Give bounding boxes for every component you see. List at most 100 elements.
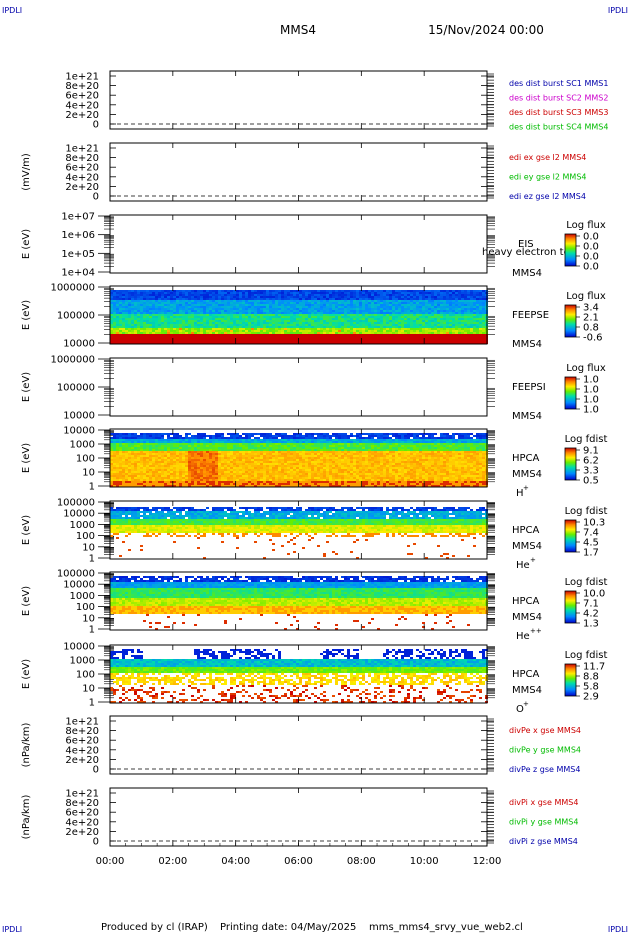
panel-frame bbox=[109, 715, 488, 775]
y-tick-label: 100 bbox=[76, 602, 95, 613]
y-tick-label: 10 bbox=[82, 613, 95, 624]
time-axis: 00:00 02:00 04:00 06:00 08:00 10:00 12:00 bbox=[96, 71, 501, 867]
instrument-label: EIS bbox=[518, 239, 534, 250]
panel-9: E (eV) 10000 1000 100 10 1 HPCA MMS4 O + Log fdist… bbox=[21, 642, 607, 716]
legend-entry: des dist burst SC2 MMS2 bbox=[509, 94, 608, 103]
y-tick-label: 10 bbox=[82, 684, 95, 695]
instrument-label: HPCA bbox=[512, 669, 540, 680]
spectrogram-hpca bbox=[110, 649, 488, 703]
legend-entry: divPe y gse MMS4 bbox=[509, 746, 581, 755]
y-tick-label: 100 bbox=[76, 670, 95, 681]
y-tick-label: 10000 bbox=[63, 426, 95, 437]
corner-label-top-left: IPDLI bbox=[2, 6, 22, 15]
colorbar-tick-label: 1.3 bbox=[583, 619, 599, 630]
y-tick-label: 0 bbox=[93, 837, 99, 848]
colorbar-tick-label: 5.8 bbox=[583, 682, 599, 693]
legend-entry: divPi y gse MMS4 bbox=[509, 818, 578, 827]
y-tick-label: 1e+07 bbox=[61, 212, 95, 223]
x-tick-label: 06:00 bbox=[284, 856, 313, 867]
y-tick-label: 1e+21 bbox=[65, 717, 99, 728]
y-tick-label: 1000 bbox=[70, 656, 95, 667]
species-charge-label: + bbox=[523, 484, 529, 492]
colorbar-tick-label: 7.1 bbox=[583, 599, 599, 610]
y-axis-label: (mV/m) bbox=[21, 153, 32, 191]
colorbar-title: Log flux bbox=[566, 363, 606, 374]
colorbar bbox=[564, 663, 577, 697]
y-tick-label: 6e+20 bbox=[65, 91, 99, 102]
species-label: He bbox=[516, 560, 530, 571]
corner-label-bottom-left: IPDLI bbox=[2, 925, 22, 934]
panel-5: E (eV) 1000000 100000 10000 FEEPSI MMS4 Log fl… bbox=[21, 355, 606, 423]
y-tick-label: 6e+20 bbox=[65, 163, 99, 174]
legend-entry: divPe z gse MMS4 bbox=[509, 765, 580, 774]
footer-produced-by: Produced by cl (IRAP) bbox=[101, 922, 208, 933]
colorbar-tick-label: 1.0 bbox=[583, 375, 599, 386]
spacecraft-label: MMS4 bbox=[512, 541, 542, 552]
y-tick-label: 1e+21 bbox=[65, 144, 99, 155]
y-tick-label: 10000 bbox=[63, 411, 95, 422]
y-tick-label: 8e+20 bbox=[65, 726, 99, 737]
footer-script-name: mms_mms4_srvy_vue_web2.cl bbox=[369, 922, 523, 933]
spacecraft-title: MMS4 bbox=[280, 23, 316, 37]
y-tick-label: 100 bbox=[76, 454, 95, 465]
y-tick-label: 6e+20 bbox=[65, 736, 99, 747]
y-tick-label: 4e+20 bbox=[65, 817, 99, 828]
spacecraft-label: MMS4 bbox=[512, 339, 542, 350]
legend-entry: edi ez gse l2 MMS4 bbox=[509, 192, 586, 201]
colorbar-tick-label: 0.0 bbox=[583, 232, 599, 243]
y-tick-label: 1 bbox=[89, 482, 95, 493]
colorbar bbox=[564, 519, 577, 553]
y-tick-label: 8e+20 bbox=[65, 81, 99, 92]
spacecraft-label: MMS4 bbox=[512, 268, 542, 279]
y-tick-label: 100 bbox=[76, 531, 95, 542]
corner-label-top-right: IPDLI bbox=[608, 6, 628, 15]
spacecraft-label: MMS4 bbox=[512, 685, 542, 696]
panel-frame bbox=[109, 70, 488, 130]
panel-frame bbox=[109, 787, 488, 847]
footer-printing-date: Printing date: 04/May/2025 bbox=[220, 922, 356, 933]
colorbar-tick-label: 10.0 bbox=[583, 589, 605, 600]
colorbar bbox=[564, 233, 577, 267]
colorbar-tick-label: 0.0 bbox=[583, 242, 599, 253]
instrument-label: FEEPSE bbox=[512, 310, 549, 321]
colorbar bbox=[564, 590, 577, 624]
overlay-text: heavy electron to bbox=[482, 247, 570, 258]
y-tick-label: 2e+20 bbox=[65, 827, 99, 838]
y-tick-label: 0 bbox=[93, 192, 99, 203]
spacecraft-label: MMS4 bbox=[512, 411, 542, 422]
colorbar-tick-label: 10.3 bbox=[583, 518, 605, 529]
x-tick-label: 02:00 bbox=[158, 856, 187, 867]
spectrogram-hpca bbox=[110, 507, 488, 559]
species-charge-label: + bbox=[523, 700, 529, 708]
colorbar-tick-label: 8.8 bbox=[583, 672, 599, 683]
colorbar-tick-label: 1.0 bbox=[583, 405, 599, 416]
colorbar bbox=[564, 304, 577, 338]
y-tick-label: 1000 bbox=[70, 591, 95, 602]
corner-label-bottom-right: IPDLI bbox=[608, 925, 628, 934]
plot-datetime: 15/Nov/2024 00:00 bbox=[428, 23, 544, 37]
y-tick-label: 4e+20 bbox=[65, 745, 99, 756]
y-tick-label: 100000 bbox=[57, 383, 95, 394]
colorbar-tick-label: 2.1 bbox=[583, 313, 599, 324]
x-tick-label: 00:00 bbox=[96, 856, 125, 867]
y-tick-label: 1000 bbox=[70, 440, 95, 451]
species-charge-label: ++ bbox=[530, 627, 542, 635]
colorbar-tick-label: 2.9 bbox=[583, 692, 599, 703]
y-axis-label: (nPa/km) bbox=[21, 795, 32, 840]
panel-4: E (eV) 1000000 100000 10000 FEEPSE MMS4 Log fl… bbox=[21, 283, 606, 351]
y-tick-label: 8e+20 bbox=[65, 798, 99, 809]
y-axis-label: E (eV) bbox=[21, 300, 32, 330]
y-tick-label: 0 bbox=[93, 765, 99, 776]
x-tick-label: 04:00 bbox=[221, 856, 250, 867]
colorbar-tick-label: 0.0 bbox=[583, 262, 599, 273]
colorbar-tick-label: 6.2 bbox=[583, 456, 599, 467]
y-tick-label: 10000 bbox=[63, 509, 95, 520]
colorbar-tick-label: 3.4 bbox=[583, 303, 599, 314]
colorbar-tick-label: 9.1 bbox=[583, 446, 599, 457]
spacecraft-label: MMS4 bbox=[512, 469, 542, 480]
legend-entry: edi ex gse l2 MMS4 bbox=[509, 153, 586, 162]
